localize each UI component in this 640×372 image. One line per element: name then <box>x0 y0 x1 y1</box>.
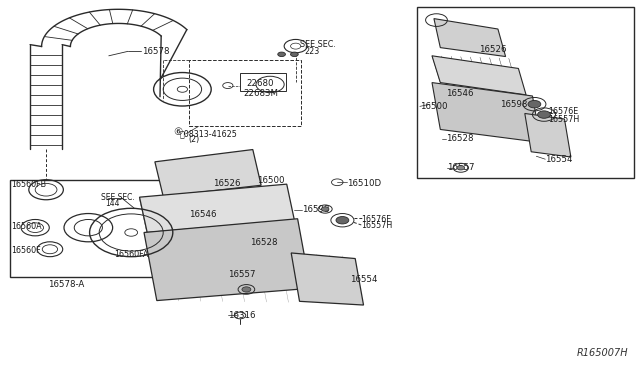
Text: 22683M: 22683M <box>244 89 279 97</box>
Text: 223: 223 <box>305 47 320 56</box>
Text: 16560FB: 16560FB <box>12 180 47 189</box>
Text: 16578: 16578 <box>142 47 170 56</box>
Circle shape <box>336 217 349 224</box>
Text: 16500: 16500 <box>257 176 285 185</box>
Text: 16316: 16316 <box>228 311 255 320</box>
Text: 16557H: 16557H <box>362 221 393 230</box>
Circle shape <box>278 52 285 57</box>
Text: 16528: 16528 <box>446 134 474 143</box>
Bar <box>417 7 634 178</box>
Text: 16546: 16546 <box>189 210 217 219</box>
Circle shape <box>457 166 465 170</box>
Text: 16526: 16526 <box>479 45 506 54</box>
Text: 16578-A: 16578-A <box>48 280 84 289</box>
Text: 16557: 16557 <box>228 270 255 279</box>
Text: 16528: 16528 <box>250 238 277 247</box>
Text: 16510D: 16510D <box>347 179 381 187</box>
Circle shape <box>321 207 329 211</box>
Circle shape <box>528 100 541 108</box>
Polygon shape <box>432 83 541 142</box>
Circle shape <box>291 52 298 57</box>
Text: SEE SEC.: SEE SEC. <box>101 193 135 202</box>
Polygon shape <box>291 253 364 305</box>
Polygon shape <box>434 19 506 57</box>
Text: 16576E: 16576E <box>362 215 392 224</box>
Text: 16554: 16554 <box>350 275 378 284</box>
Bar <box>189 60 301 126</box>
Polygon shape <box>155 150 261 196</box>
Circle shape <box>242 287 251 292</box>
Text: 16526: 16526 <box>213 179 241 187</box>
Text: 16560F: 16560F <box>12 246 41 255</box>
Text: 16576E: 16576E <box>548 107 578 116</box>
Text: 16557: 16557 <box>447 163 474 172</box>
Polygon shape <box>140 184 294 232</box>
Text: SEE SEC.: SEE SEC. <box>300 40 335 49</box>
Text: 16557H: 16557H <box>548 115 579 124</box>
Polygon shape <box>432 56 526 95</box>
Text: R165007H: R165007H <box>577 348 628 358</box>
Text: 倅08313-41625: 倅08313-41625 <box>179 129 237 138</box>
Text: 16554: 16554 <box>545 155 573 164</box>
Polygon shape <box>525 113 571 157</box>
Polygon shape <box>144 219 310 301</box>
Bar <box>240 73 286 91</box>
Text: 16560FA: 16560FA <box>114 250 148 259</box>
Text: 16546: 16546 <box>446 89 474 98</box>
Text: 16598: 16598 <box>500 100 528 109</box>
Bar <box>10 180 186 277</box>
Text: 16598: 16598 <box>302 205 330 214</box>
Text: 16560A: 16560A <box>12 222 42 231</box>
Text: 16500: 16500 <box>420 102 447 111</box>
Text: ⑥: ⑥ <box>173 127 182 137</box>
Text: (2): (2) <box>189 135 200 144</box>
Text: 22680: 22680 <box>246 79 274 88</box>
Circle shape <box>538 111 550 118</box>
Text: 144: 144 <box>106 199 120 208</box>
